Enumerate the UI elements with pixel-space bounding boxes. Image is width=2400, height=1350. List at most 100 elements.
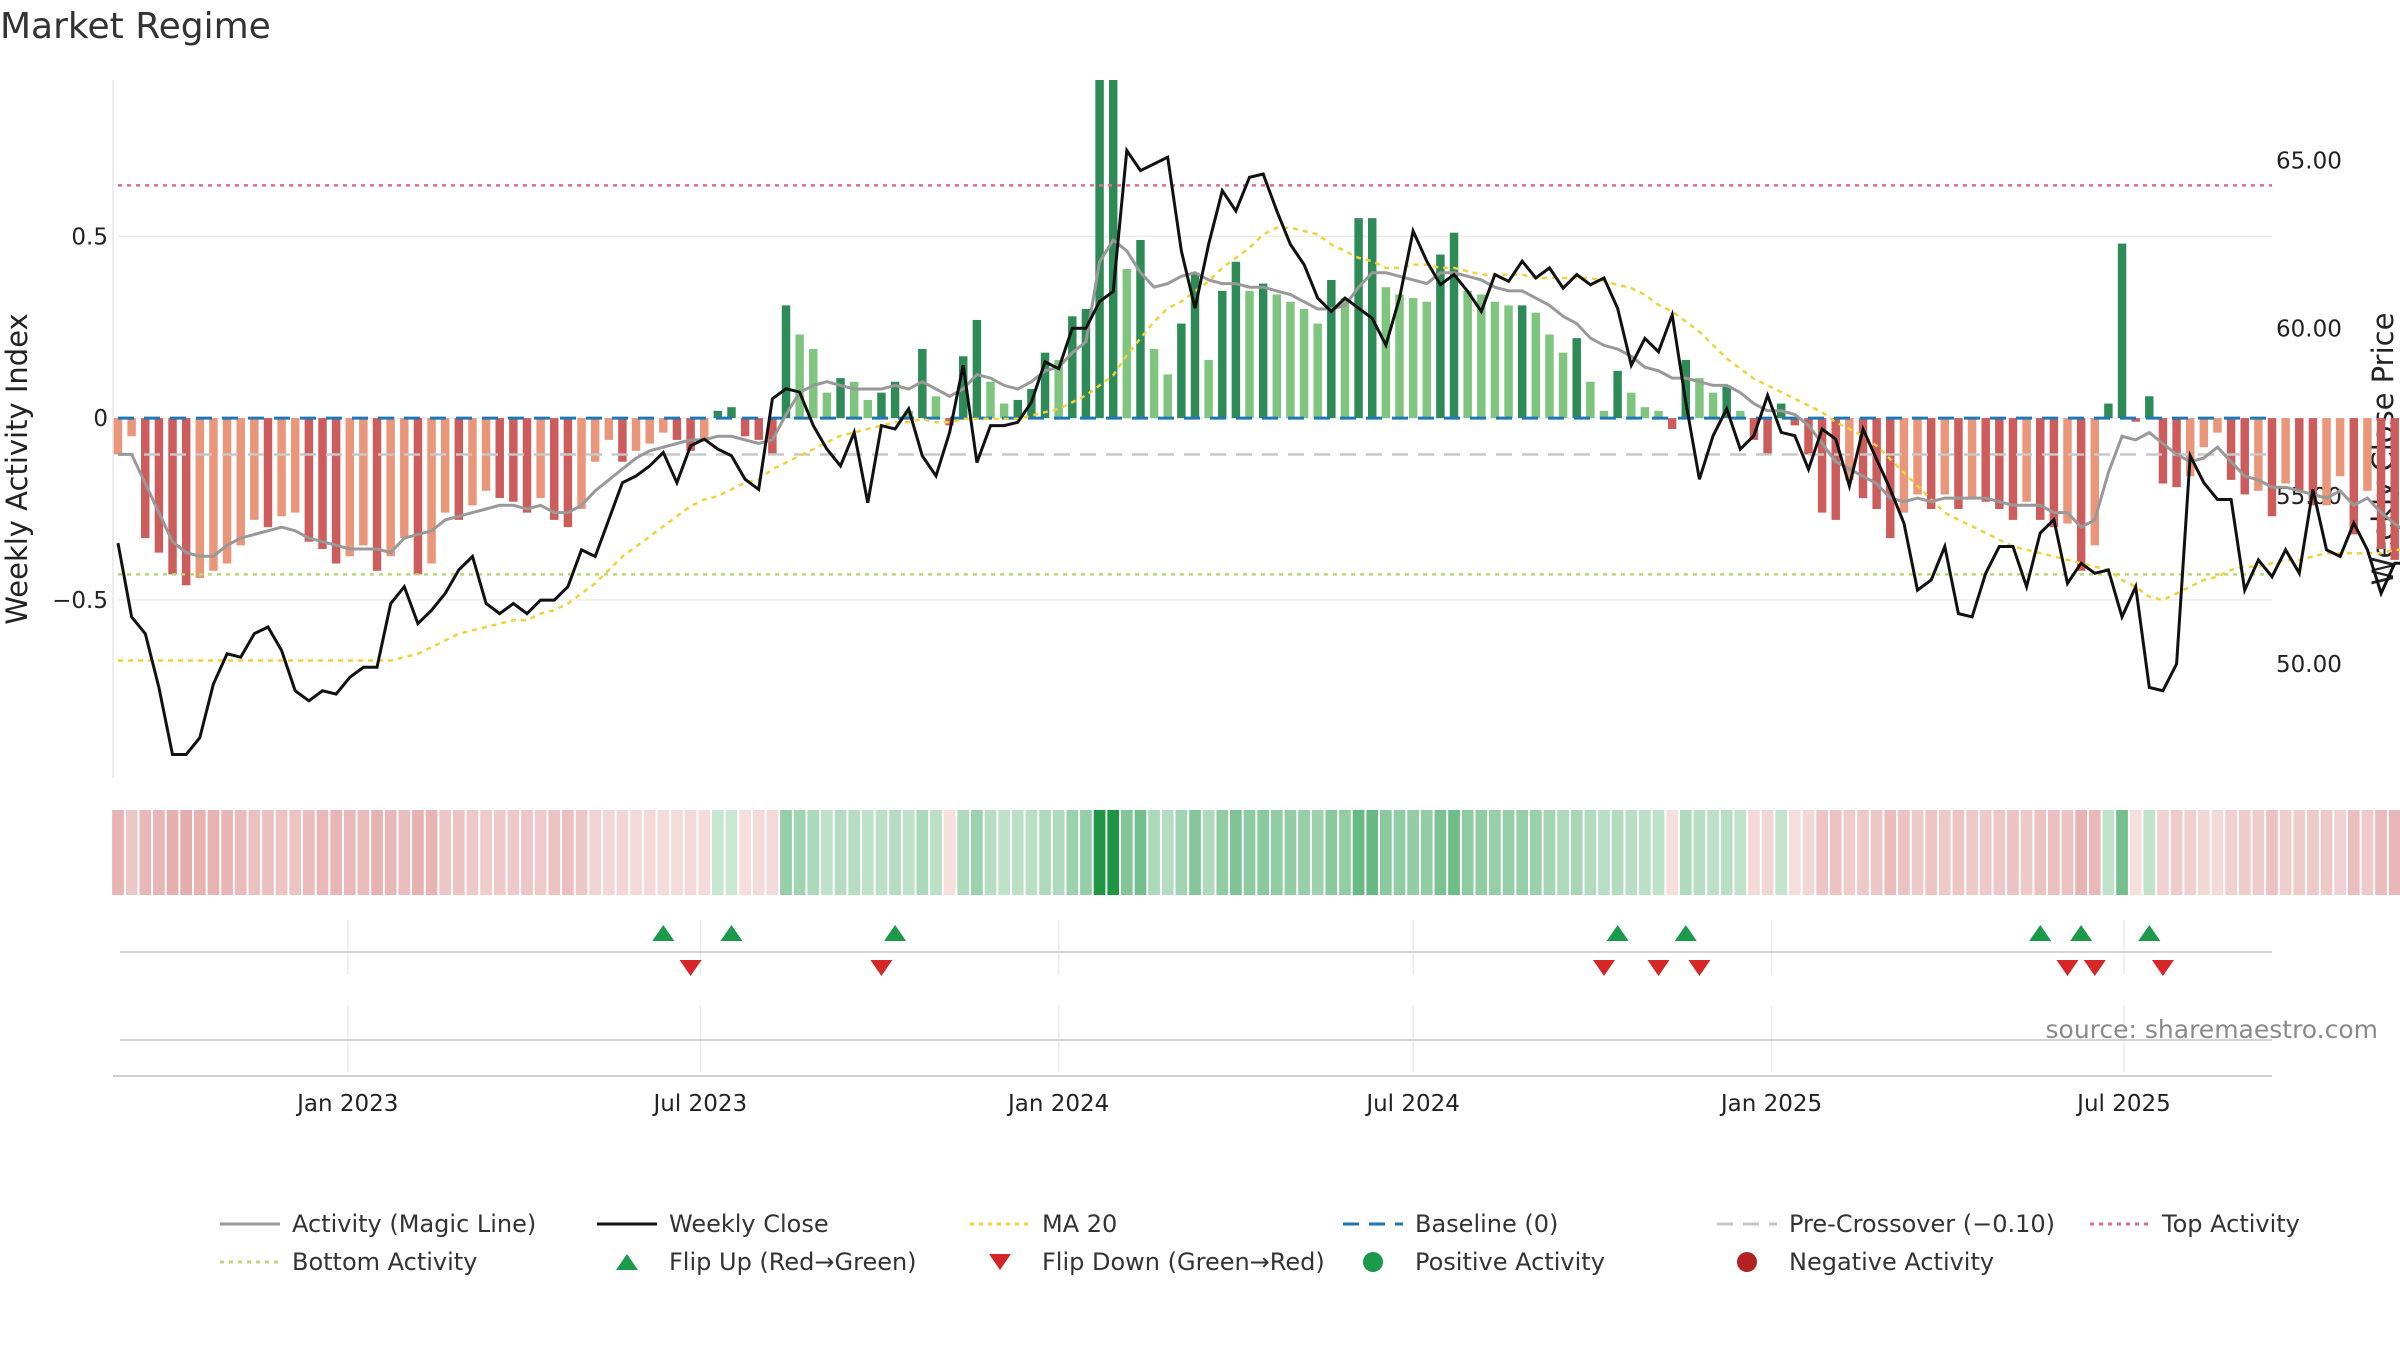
activity-bar	[1136, 239, 1145, 419]
heat-strip-cell	[2034, 810, 2047, 895]
heat-strip-cell	[1748, 810, 1760, 895]
activity-bar	[727, 407, 736, 419]
heat-strip-cell	[316, 810, 329, 895]
legend-item: Pre-Crossover (−0.10)	[1717, 1210, 2055, 1238]
heat-strip-cell	[2307, 810, 2319, 895]
activity-bar	[781, 305, 791, 419]
heat-strip-cell	[1734, 810, 1747, 895]
activity-bar	[2145, 396, 2154, 419]
activity-bar	[768, 418, 777, 455]
activity-bar	[2104, 403, 2113, 419]
heat-strip-cell	[1039, 810, 1051, 895]
activity-bar	[1436, 254, 1445, 419]
heat-strip-cell	[2129, 810, 2142, 895]
heat-strip-cell	[1080, 810, 1092, 895]
activity-bar	[1313, 323, 1322, 419]
heat-strip-cell	[343, 810, 356, 895]
heat-strip-cell	[1870, 810, 1883, 895]
activity-bar	[1095, 80, 1104, 419]
flip-up-marker	[2029, 925, 2052, 941]
activity-bar	[372, 418, 382, 571]
heat-strip-cell	[1611, 810, 1624, 895]
activity-bar	[795, 334, 804, 419]
heat-strip-cell	[739, 810, 751, 895]
heat-strip-cell	[1448, 810, 1460, 895]
heat-strip-cell	[1775, 810, 1788, 895]
heat-strip-cell	[180, 810, 193, 895]
heat-strip-cell	[861, 810, 874, 895]
activity-bar	[440, 418, 450, 513]
y-left-axis-label: Weekly Activity Index	[0, 313, 34, 624]
heat-strip-cell	[1352, 810, 1365, 895]
heat-strip-cell	[1107, 810, 1120, 895]
heat-strip-cell	[1161, 810, 1174, 895]
heat-strip-cell	[1884, 810, 1897, 895]
x-tick-label: Jul 2023	[652, 1091, 748, 1117]
activity-bar	[2185, 418, 2195, 477]
activity-bar	[1013, 399, 1022, 419]
heat-strip-cell	[112, 810, 124, 895]
heat-strip-cell	[930, 810, 942, 895]
heat-strip-cell	[275, 810, 288, 895]
activity-bar	[2335, 418, 2345, 477]
heat-strip-cell	[834, 810, 847, 895]
activity-bar	[359, 418, 368, 546]
activity-bar	[1040, 352, 1050, 419]
activity-bar	[1245, 290, 1254, 419]
legend-label: Negative Activity	[1789, 1248, 1994, 1276]
heat-strip-cell	[1270, 810, 1283, 895]
activity-bar	[2036, 418, 2045, 520]
activity-bar	[2349, 418, 2359, 535]
legend-label: MA 20	[1042, 1210, 1117, 1238]
x-tick-label: Jan 2024	[1006, 1091, 1109, 1117]
heat-strip-cell	[793, 810, 806, 895]
heat-strip-cell	[589, 810, 602, 895]
heat-strip-cell	[480, 810, 492, 895]
activity-bar	[1258, 283, 1268, 419]
heat-strip-cell	[1025, 810, 1038, 895]
flip-up-marker	[1674, 925, 1697, 941]
heat-strip-cell	[234, 810, 247, 895]
activity-bar	[2267, 418, 2277, 517]
heat-strip-cell	[2088, 810, 2101, 895]
heat-strip-cell	[1516, 810, 1529, 895]
legend-swatch-triangle-down	[989, 1254, 1011, 1270]
heat-strip-cell	[2197, 810, 2210, 895]
activity-bar	[2076, 418, 2086, 571]
heat-strip-cell	[1829, 810, 1842, 895]
activity-bar	[413, 418, 423, 575]
heat-strip-cell	[1325, 810, 1338, 895]
heat-strip-cell	[1979, 810, 1992, 895]
heat-strip-cell	[384, 810, 397, 895]
heat-strip-cell	[507, 810, 520, 895]
heat-strip-cell	[1257, 810, 1270, 895]
activity-bar	[740, 418, 750, 437]
legend-label: Flip Down (Green→Red)	[1042, 1248, 1325, 1276]
activity-bar	[2131, 418, 2140, 422]
activity-bar	[236, 418, 245, 546]
legend-label: Activity (Magic Line)	[292, 1210, 536, 1238]
activity-bar	[1586, 381, 1595, 419]
heat-strip-cell	[575, 810, 588, 895]
activity-bar	[141, 418, 150, 539]
activity-bar	[809, 349, 818, 419]
heat-strip-cell	[1802, 810, 1815, 895]
activity-bar	[1722, 385, 1731, 419]
heat-strip-cell	[357, 810, 370, 895]
x-tick-label: Jan 2023	[295, 1091, 398, 1117]
activity-bar	[986, 381, 995, 419]
flip-down-marker	[2056, 960, 2079, 976]
heat-strip-cell	[998, 810, 1011, 895]
heat-strip-cell	[1434, 810, 1447, 895]
heat-strip-cell	[1993, 810, 2006, 895]
activity-bar	[686, 418, 695, 451]
heat-strip-cell	[1652, 810, 1665, 895]
activity-bar	[577, 418, 586, 509]
activity-bar	[672, 418, 682, 440]
heat-strip-cell	[1461, 810, 1474, 895]
heat-strip-cell	[2007, 810, 2019, 895]
legend-item: Top Activity	[2090, 1210, 2300, 1238]
heat-strip-cell	[1298, 810, 1310, 895]
heat-strip-cell	[302, 810, 315, 895]
activity-bar	[2308, 418, 2318, 506]
